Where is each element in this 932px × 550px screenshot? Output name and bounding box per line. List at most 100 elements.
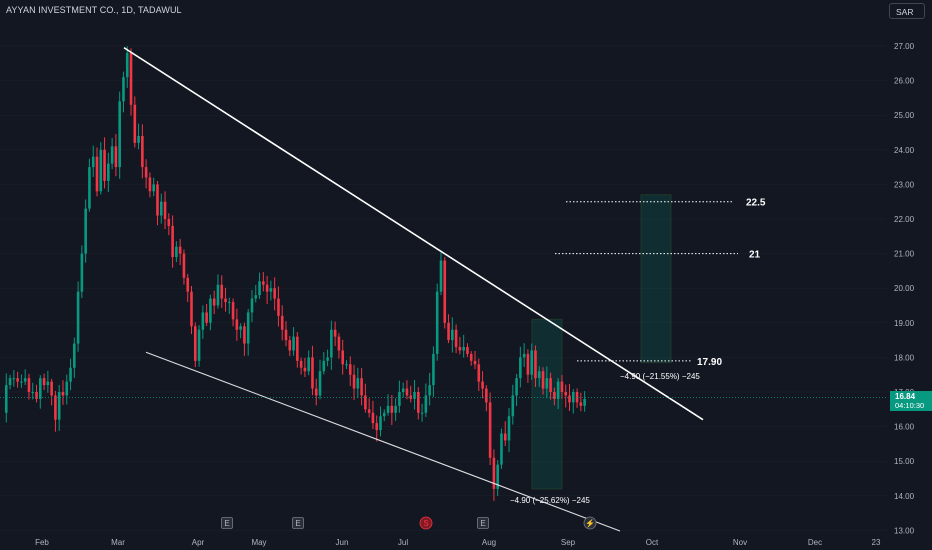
candle-body[interactable] — [171, 226, 174, 257]
candle-body[interactable] — [568, 395, 571, 402]
candle-body[interactable] — [417, 392, 420, 413]
candle-body[interactable] — [65, 382, 68, 396]
candle-body[interactable] — [16, 378, 19, 381]
candle-body[interactable] — [360, 378, 363, 395]
candle-body[interactable] — [84, 209, 87, 254]
candle-body[interactable] — [357, 378, 360, 388]
candle-body[interactable] — [549, 378, 552, 392]
candle-body[interactable] — [508, 416, 511, 440]
candle-body[interactable] — [213, 299, 216, 306]
candle-body[interactable] — [436, 292, 439, 354]
candle-body[interactable] — [130, 53, 133, 105]
candle-body[interactable] — [175, 247, 178, 257]
symbol-title[interactable]: AYYAN INVESTMENT CO., 1D, TADAWUL — [6, 5, 182, 15]
event-markers[interactable]: E E S E ⚡ — [222, 517, 597, 529]
candle-body[interactable] — [466, 347, 469, 354]
candlestick-series[interactable] — [5, 46, 586, 501]
candle-body[interactable] — [428, 385, 431, 395]
candle-body[interactable] — [254, 295, 257, 298]
candle-body[interactable] — [485, 389, 488, 403]
candle-body[interactable] — [126, 53, 129, 77]
candle-body[interactable] — [236, 319, 239, 329]
candle-body[interactable] — [557, 382, 560, 399]
candle-body[interactable] — [81, 254, 84, 292]
candle-body[interactable] — [455, 330, 458, 347]
candle-body[interactable] — [262, 281, 265, 284]
candle-body[interactable] — [43, 378, 46, 385]
candle-body[interactable] — [512, 395, 515, 416]
candle-body[interactable] — [99, 150, 102, 192]
candle-body[interactable] — [168, 219, 171, 226]
candle-body[interactable] — [258, 281, 261, 295]
candle-body[interactable] — [186, 278, 189, 292]
candle-body[interactable] — [421, 413, 424, 414]
candle-body[interactable] — [296, 337, 299, 361]
candle-body[interactable] — [13, 378, 16, 379]
candle-body[interactable] — [546, 378, 549, 388]
earnings-event-icon[interactable]: E — [293, 518, 304, 529]
candle-body[interactable] — [432, 354, 435, 385]
candle-body[interactable] — [500, 434, 503, 465]
candle-body[interactable] — [334, 330, 337, 337]
candle-body[interactable] — [349, 364, 352, 374]
candle-body[interactable] — [39, 378, 42, 399]
dividend-event-icon[interactable]: ⚡ — [584, 517, 596, 529]
candle-body[interactable] — [5, 385, 8, 413]
candle-body[interactable] — [92, 157, 95, 167]
candle-body[interactable] — [304, 368, 307, 371]
candle-body[interactable] — [345, 364, 348, 365]
candle-body[interactable] — [9, 378, 12, 385]
candle-body[interactable] — [239, 326, 242, 329]
split-event-icon[interactable]: S — [420, 517, 432, 529]
candle-body[interactable] — [77, 292, 80, 344]
candle-body[interactable] — [224, 299, 227, 302]
candle-body[interactable] — [383, 413, 386, 416]
candle-body[interactable] — [220, 285, 223, 299]
candle-body[interactable] — [273, 288, 276, 298]
candle-body[interactable] — [425, 395, 428, 412]
earnings-event-icon[interactable]: E — [478, 518, 489, 529]
candle-body[interactable] — [107, 164, 110, 181]
candle-body[interactable] — [375, 423, 378, 430]
candle-body[interactable] — [232, 302, 235, 319]
candle-body[interactable] — [534, 350, 537, 378]
candle-body[interactable] — [198, 330, 201, 361]
candle-body[interactable] — [300, 361, 303, 368]
candle-body[interactable] — [266, 285, 269, 292]
candle-body[interactable] — [523, 354, 526, 357]
candle-body[interactable] — [470, 354, 473, 361]
candle-body[interactable] — [20, 382, 23, 383]
candle-body[interactable] — [243, 326, 246, 343]
measure-box[interactable] — [532, 319, 562, 489]
candle-body[interactable] — [542, 371, 545, 388]
candle-body[interactable] — [28, 378, 31, 392]
earnings-event-icon[interactable]: E — [222, 518, 233, 529]
candle-body[interactable] — [527, 354, 530, 375]
candle-body[interactable] — [285, 330, 288, 340]
candle-body[interactable] — [179, 247, 182, 254]
candle-body[interactable] — [270, 288, 273, 291]
candle-body[interactable] — [477, 364, 480, 381]
candle-body[interactable] — [326, 357, 329, 360]
candle-body[interactable] — [451, 330, 454, 340]
candle-body[interactable] — [202, 312, 205, 329]
candle-body[interactable] — [134, 105, 137, 143]
candle-body[interactable] — [277, 299, 280, 316]
candle-body[interactable] — [24, 378, 27, 381]
candle-body[interactable] — [391, 406, 394, 413]
candle-body[interactable] — [530, 350, 533, 374]
candle-body[interactable] — [443, 261, 446, 323]
candle-body[interactable] — [372, 413, 375, 423]
candle-body[interactable] — [459, 347, 462, 350]
candle-body[interactable] — [54, 395, 57, 419]
candle-body[interactable] — [228, 302, 231, 303]
candle-body[interactable] — [406, 389, 409, 396]
candle-body[interactable] — [88, 167, 91, 209]
candle-body[interactable] — [515, 378, 518, 395]
candle-body[interactable] — [319, 371, 322, 395]
candle-body[interactable] — [183, 254, 186, 278]
candle-body[interactable] — [538, 371, 541, 378]
measure-boxes[interactable]: −4.90 (−25.62%) −245−4.90 (−21.55%) −245 — [510, 195, 700, 505]
candle-body[interactable] — [58, 392, 61, 420]
